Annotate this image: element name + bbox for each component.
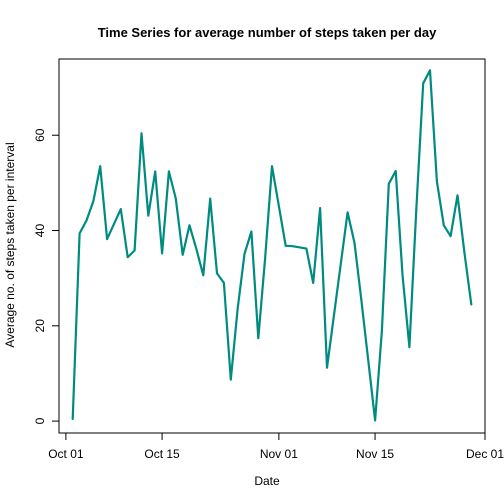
data-point (326, 366, 328, 369)
chart-title: Time Series for average number of steps … (98, 25, 437, 40)
x-tick-label: Nov 01 (260, 447, 298, 461)
data-point (436, 180, 438, 183)
data-point (140, 132, 143, 135)
data-point (463, 251, 466, 254)
data-point (257, 337, 260, 340)
data-point (209, 197, 212, 200)
x-axis-label: Date (254, 474, 280, 488)
data-point (449, 235, 452, 238)
y-tick-label: 60 (33, 128, 47, 142)
series-layer (71, 69, 473, 422)
data-point (92, 200, 95, 202)
data-point (236, 308, 239, 310)
x-tick-label: Nov 15 (356, 447, 394, 461)
x-axis: Oct 01 Oct 15 Nov 01 Nov 15 Dec 01 (48, 432, 504, 461)
data-point (85, 219, 88, 222)
x-tick-label: Oct 15 (144, 447, 180, 461)
data-point (271, 165, 273, 168)
data-point (291, 245, 294, 248)
data-point (133, 249, 136, 252)
data-point (456, 194, 459, 197)
data-point (394, 170, 397, 172)
data-point (168, 170, 170, 173)
data-point (422, 82, 425, 85)
data-point (415, 208, 418, 211)
series-line (71, 69, 473, 422)
y-axis: 0 20 40 60 (33, 128, 60, 424)
data-point (360, 298, 363, 301)
y-tick-label: 40 (33, 224, 47, 238)
data-point (229, 378, 232, 381)
data-point (78, 232, 81, 235)
data-point (202, 274, 205, 277)
data-point (387, 182, 390, 185)
data-point (126, 256, 129, 259)
data-point (312, 282, 315, 284)
data-point (147, 214, 150, 217)
data-point (381, 329, 383, 332)
data-point (470, 303, 473, 306)
data-point (264, 257, 266, 260)
y-axis-label: Average no. of steps taken per interval (3, 142, 17, 347)
data-point (216, 272, 218, 275)
y-tick-label: 0 (33, 417, 47, 424)
data-point (174, 197, 177, 200)
data-point (401, 273, 404, 276)
data-point (319, 207, 321, 210)
data-point (161, 252, 164, 255)
data-point (408, 346, 411, 349)
data-point (99, 165, 102, 168)
data-point (181, 253, 184, 256)
data-point (71, 418, 74, 420)
data-point (442, 224, 445, 227)
data-point (154, 170, 157, 173)
data-point (188, 224, 191, 227)
data-point (284, 244, 287, 247)
y-tick-label: 20 (33, 319, 47, 333)
data-point (374, 419, 376, 422)
x-tick-label: Dec 01 (466, 447, 504, 461)
data-point (353, 242, 356, 244)
data-point (119, 208, 122, 211)
data-point (346, 211, 349, 214)
data-point (305, 247, 308, 250)
x-tick-label: Oct 01 (48, 447, 84, 461)
data-point (195, 248, 198, 251)
data-point (243, 253, 246, 255)
data-point (429, 69, 431, 72)
data-point (223, 282, 225, 284)
data-point (106, 238, 108, 241)
data-point (250, 230, 253, 233)
